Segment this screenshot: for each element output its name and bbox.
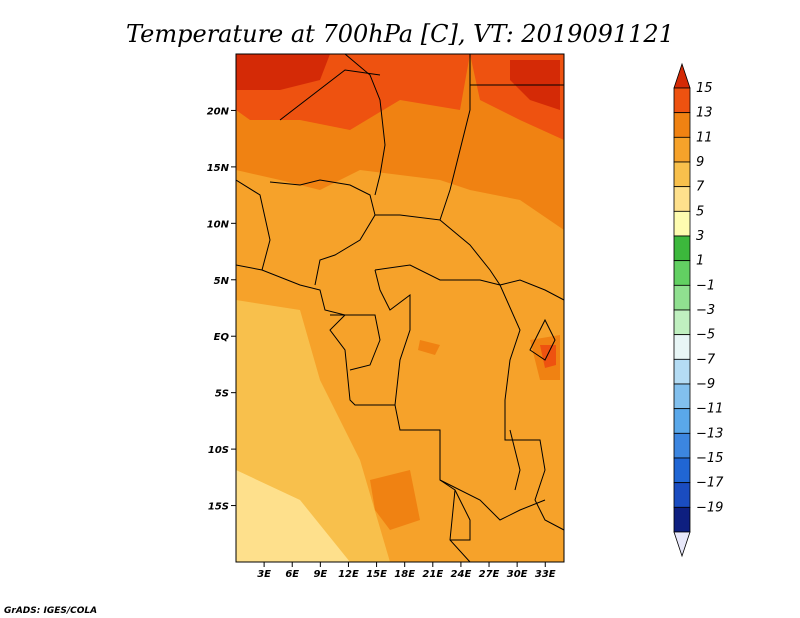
colorbar-segment <box>673 482 691 508</box>
colorbar-segment <box>673 457 691 484</box>
colorbar-segment <box>673 87 691 114</box>
colorbar-label: −19 <box>696 500 723 515</box>
colorbar-segment <box>673 186 691 212</box>
border-nigeria <box>269 179 376 286</box>
map-title: Temperature at 700hPa [C], VT: 201909112… <box>126 20 674 48</box>
colorbar-segment <box>673 112 691 138</box>
lon-label: 12E <box>338 569 359 580</box>
lon-label: 24E <box>451 569 472 580</box>
colorbar-label: −3 <box>696 303 715 318</box>
lon-label: 3E <box>257 569 271 580</box>
colorbar-label: 11 <box>696 130 713 145</box>
border-niger-chad <box>344 54 386 196</box>
colorbar-label: −11 <box>696 402 723 417</box>
colorbar-label: −15 <box>696 451 723 466</box>
field-13-15-east-pocket <box>540 345 556 368</box>
lat-label: 10N <box>207 219 230 230</box>
colorbar-segment <box>673 260 691 286</box>
field-11-13-congo <box>418 340 440 355</box>
credit-text: GrADS: IGES/COLA <box>4 606 97 616</box>
colorbar-label: 7 <box>696 180 705 195</box>
lon-label: 18E <box>394 569 415 580</box>
border-west-coast <box>236 264 471 562</box>
lat-label: 10S <box>208 445 229 456</box>
field-5-7 <box>236 470 350 562</box>
longitude-axis: 3E 6E 9E 12E 15E 18E 21E 24E 27E 30E 33E <box>257 562 556 580</box>
lat-label: EQ <box>214 332 230 343</box>
colorbar-top-arrow <box>673 62 691 89</box>
colorbar-label: −13 <box>696 426 723 441</box>
lon-label: 9E <box>313 569 327 580</box>
colorbar-segment <box>673 136 691 163</box>
colorbar-label: 5 <box>696 204 704 219</box>
colorbar-label: −7 <box>696 352 716 367</box>
lon-label: 6E <box>285 569 299 580</box>
lat-label: 15N <box>207 163 230 174</box>
border-east <box>499 284 564 531</box>
border-niger-north <box>279 69 381 121</box>
colorbar-segment <box>673 432 691 459</box>
colorbar-label: −17 <box>696 476 724 491</box>
colorbar-segment <box>673 408 691 434</box>
lon-label: 21E <box>422 569 443 580</box>
border-car-south <box>374 264 501 286</box>
colorbar-label: 1 <box>696 254 704 269</box>
colorbar-label: 9 <box>696 155 704 170</box>
colorbar-segment <box>673 358 691 385</box>
colorbar-segment <box>673 210 691 237</box>
colorbar-segment <box>673 383 691 410</box>
colorbar: 15 13 11 9 7 5 3 1 −1 −3 −5 −7 −9 −11 −13 −15 −17 −19 <box>673 62 724 558</box>
lake-victoria <box>529 318 556 361</box>
colorbar-segment <box>673 334 691 360</box>
temperature-field <box>236 54 564 562</box>
lat-label: 15S <box>208 502 229 513</box>
lat-label: 5N <box>214 276 230 287</box>
colorbar-segment <box>673 506 691 533</box>
lon-label: 33E <box>535 569 556 580</box>
colorbar-bottom-arrow <box>673 531 691 558</box>
colorbar-segment <box>673 235 691 262</box>
map-frame <box>235 53 565 563</box>
border-zambia <box>439 479 546 521</box>
border-congo <box>374 269 411 406</box>
lon-label: 30E <box>507 569 528 580</box>
lat-label: 5S <box>215 389 229 400</box>
colorbar-label: −5 <box>696 328 715 343</box>
lat-label: 20N <box>207 106 230 117</box>
colorbar-label: 15 <box>696 81 713 96</box>
border-lake <box>509 429 521 491</box>
colorbar-label: −9 <box>696 377 715 392</box>
field-15-west <box>236 54 330 90</box>
latitude-axis: 20N 15N 10N 5N EQ 5S 10S 15S <box>207 106 236 513</box>
border-west-africa <box>236 179 271 271</box>
colorbar-label: 13 <box>696 106 713 121</box>
colorbar-segment <box>673 309 691 336</box>
country-borders <box>236 54 564 562</box>
colorbar-segment <box>673 284 691 311</box>
lon-label: 15E <box>366 569 387 580</box>
colorbar-label: 3 <box>696 229 704 244</box>
colorbar-label: −1 <box>696 278 715 293</box>
field-11-13-south <box>370 470 420 530</box>
colorbar-segment <box>673 161 691 188</box>
lon-label: 27E <box>479 569 500 580</box>
border-angola-namibia <box>450 489 471 541</box>
border-gabon <box>330 314 381 371</box>
border-chad <box>375 54 471 221</box>
